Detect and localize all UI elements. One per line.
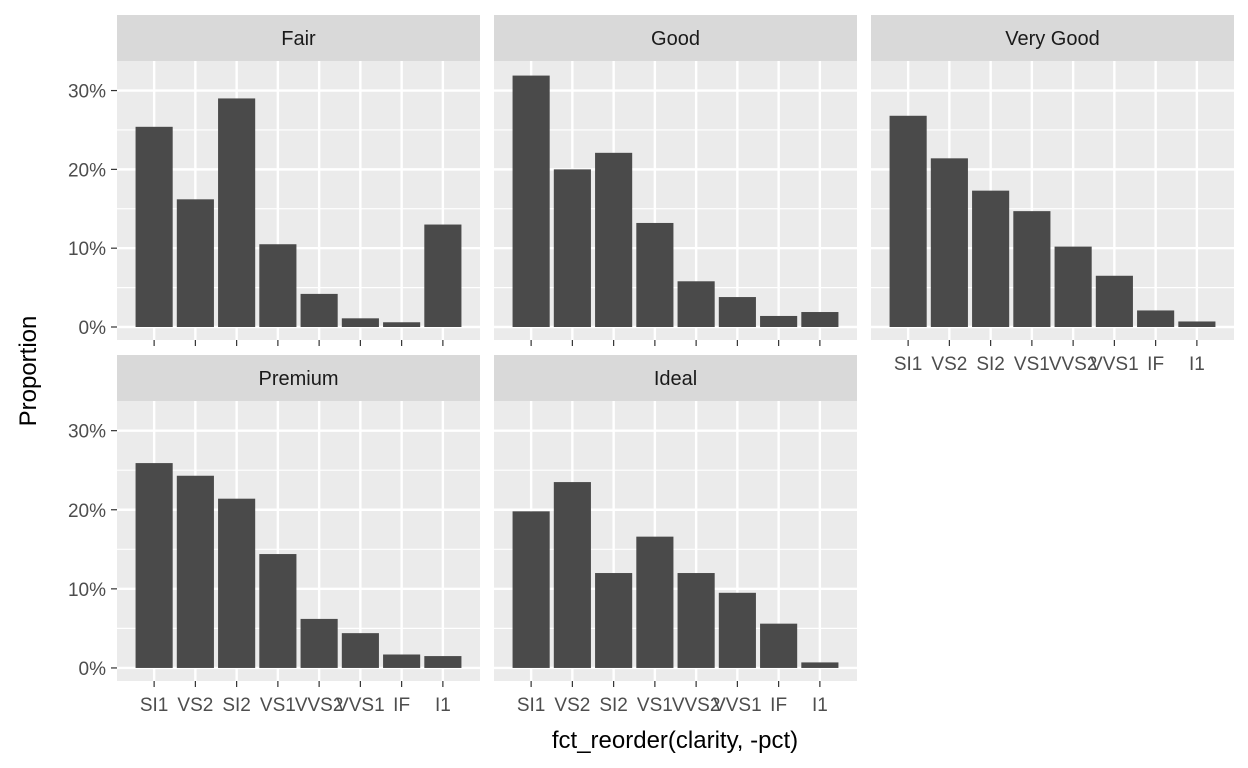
strip-ideal: [494, 355, 857, 401]
bar-ideal-vs1: [636, 536, 674, 668]
bar-fair-i1: [424, 224, 462, 327]
bar-good-vs1: [636, 222, 674, 327]
x-tick-label: SI1: [894, 354, 923, 375]
x-tick-label: VVS2: [295, 695, 344, 716]
bar-ideal-vvs2: [677, 573, 715, 668]
x-tick-label: VS1: [637, 695, 673, 716]
bar-premium-vs1: [259, 554, 297, 668]
x-tick-label: SI2: [222, 695, 251, 716]
bar-very-good-vvs2: [1054, 246, 1092, 327]
bar-fair-si2: [218, 98, 256, 327]
x-axis-title: fct_reorder(clarity, -pct): [552, 727, 798, 754]
bar-premium-vvs1: [341, 633, 379, 668]
strip-very-good: [871, 15, 1234, 61]
bar-good-vs2: [553, 169, 591, 327]
y-tick-label: 30%: [68, 82, 106, 103]
x-tick-label: IF: [770, 695, 787, 716]
bar-ideal-vvs1: [718, 592, 756, 668]
bar-very-good-i1: [1178, 321, 1216, 327]
bar-very-good-vs1: [1013, 211, 1051, 327]
bar-fair-vvs1: [341, 318, 379, 327]
facet-fair: Fair 0% 10% 20% 30%: [68, 15, 480, 346]
bar-very-good-vvs1: [1095, 275, 1133, 327]
bar-fair-vvs2: [300, 293, 338, 327]
facet-panels: Fair 0% 10% 20% 30% Good Very Good SI1 VS2 SI2 VS1…: [68, 15, 1234, 716]
y-tick-label: 30%: [68, 422, 106, 443]
bar-very-good-si1: [889, 115, 927, 327]
x-tick-label: VVS1: [336, 695, 385, 716]
bar-very-good-si2: [972, 190, 1010, 327]
y-tick-label: 10%: [68, 580, 106, 601]
bar-fair-vs2: [176, 199, 214, 327]
x-tick-label: IF: [1147, 354, 1164, 375]
x-tick-label: VS1: [1014, 354, 1050, 375]
strip-label-very-good: Very Good: [1005, 28, 1100, 50]
bar-good-si1: [512, 75, 550, 327]
bar-very-good-vs2: [930, 158, 968, 327]
x-tick-label: VS2: [177, 695, 213, 716]
bar-premium-si2: [218, 498, 256, 668]
bar-very-good-if: [1137, 310, 1175, 327]
bar-good-si2: [595, 152, 633, 327]
bar-premium-si1: [135, 463, 173, 668]
x-tick-label: SI1: [517, 695, 546, 716]
bar-fair-si1: [135, 126, 173, 327]
strip-label-ideal: Ideal: [654, 368, 697, 390]
bar-ideal-vs2: [553, 482, 591, 668]
x-tick-label: IF: [393, 695, 410, 716]
x-tick-label: VS2: [554, 695, 590, 716]
facet-good: Good: [494, 15, 857, 346]
x-tick-label: VS2: [931, 354, 967, 375]
x-tick-label: I1: [812, 695, 828, 716]
bar-ideal-si1: [512, 511, 550, 668]
strip-good: [494, 15, 857, 61]
y-tick-label: 0%: [79, 318, 107, 339]
x-tick-label: VS1: [260, 695, 296, 716]
x-tick-label: VVS1: [1090, 354, 1139, 375]
x-tick-label: VVS2: [1049, 354, 1098, 375]
bar-good-vvs2: [677, 281, 715, 327]
y-axis-title: Proportion: [15, 316, 42, 427]
x-tick-label: SI2: [599, 695, 628, 716]
strip-label-premium: Premium: [258, 368, 338, 390]
y-tick-label: 20%: [68, 501, 106, 522]
strip-label-fair: Fair: [281, 28, 316, 50]
y-tick-label: 10%: [68, 239, 106, 260]
bar-premium-vvs2: [300, 618, 338, 668]
bar-fair-vs1: [259, 244, 297, 327]
y-tick-label: 20%: [68, 160, 106, 181]
bar-premium-if: [383, 654, 421, 668]
x-tick-label: VVS2: [672, 695, 721, 716]
x-tick-label: VVS1: [713, 695, 762, 716]
bar-good-vvs1: [718, 297, 756, 327]
bar-ideal-i1: [801, 662, 839, 668]
y-tick-label: 0%: [79, 659, 107, 680]
strip-label-good: Good: [651, 28, 700, 50]
bar-fair-if: [383, 322, 421, 327]
x-tick-label: SI2: [976, 354, 1005, 375]
x-tick-label: I1: [435, 695, 451, 716]
bar-ideal-si2: [595, 573, 633, 668]
bar-premium-i1: [424, 656, 462, 668]
bar-good-if: [760, 315, 798, 327]
bar-ideal-if: [760, 623, 798, 668]
bar-good-i1: [801, 312, 839, 327]
x-tick-label: I1: [1189, 354, 1205, 375]
strip-fair: [117, 15, 480, 61]
bar-premium-vs2: [176, 475, 214, 668]
x-tick-label: SI1: [140, 695, 169, 716]
strip-premium: [117, 355, 480, 401]
